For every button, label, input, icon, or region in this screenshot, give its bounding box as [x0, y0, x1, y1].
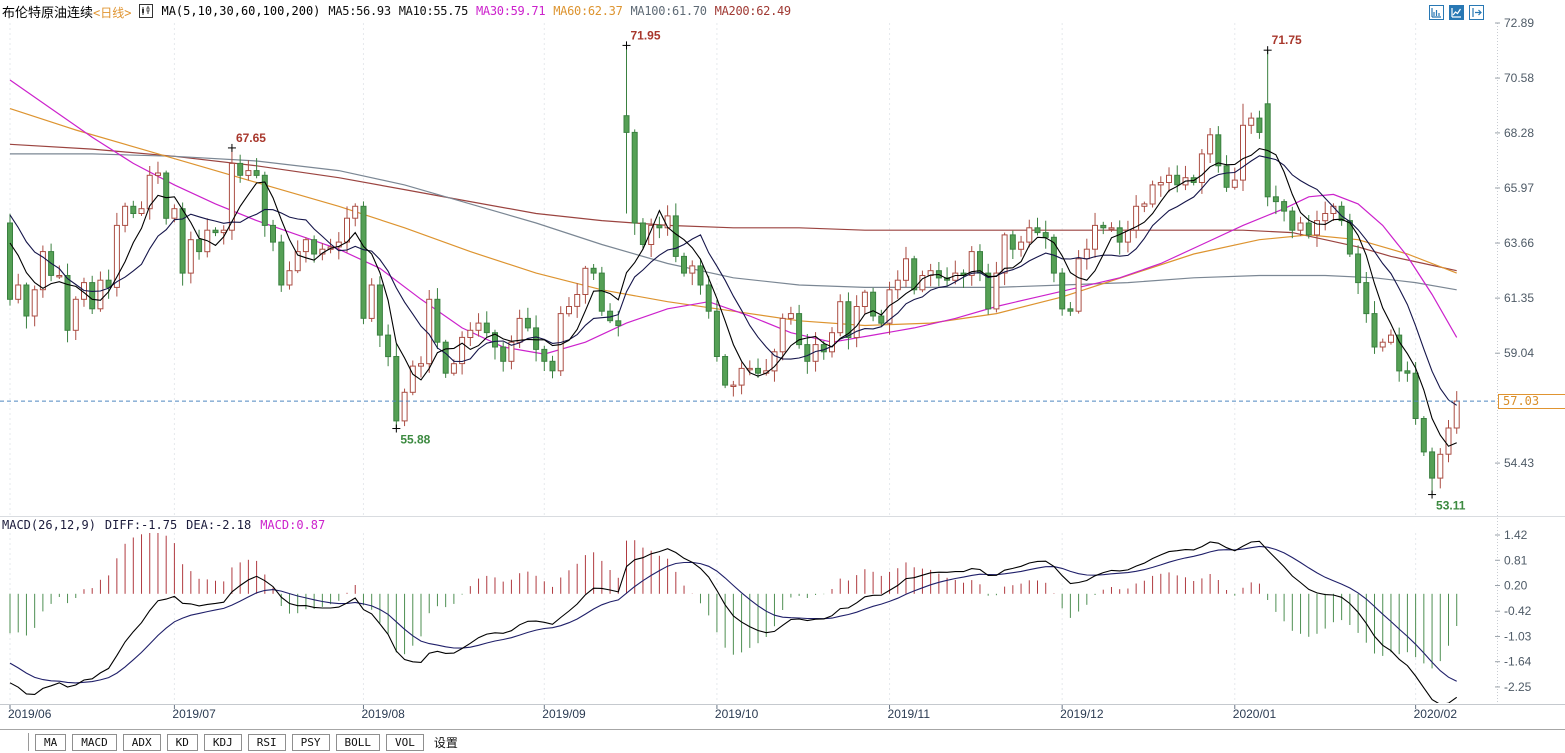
x-axis-label: 2019/12: [1060, 707, 1104, 721]
price-axis-label: 65.97: [1504, 181, 1534, 195]
ma-params-label: MA(5,10,30,60,100,200): [161, 4, 321, 18]
kline-icon: [139, 4, 154, 18]
ma-value-label: MA100:61.70: [630, 4, 707, 18]
price-annotation-label: 53.11: [1436, 499, 1466, 513]
price-pane[interactable]: [7, 45, 1460, 495]
indicator-tab-kdj[interactable]: KDJ: [203, 733, 242, 751]
indicator-tab-kd[interactable]: KD: [166, 733, 198, 751]
x-axis-label: 2019/08: [361, 707, 405, 721]
indicator-tab-rsi[interactable]: RSI: [247, 733, 286, 751]
current-price-tag: 57.03: [1498, 394, 1565, 409]
ma-value-label: MA60:62.37: [553, 4, 623, 18]
macd-axis-label: -2.25: [1504, 680, 1532, 694]
macd-dea-value: DEA:-2.18: [186, 518, 252, 532]
indicator-tab-vol[interactable]: VOL: [386, 733, 424, 751]
price-annotations: 67.65 71.95 55.88 71.75 53.11: [227, 28, 1466, 513]
macd-axis-label: -1.03: [1504, 629, 1532, 643]
price-axis-label: 54.43: [1504, 456, 1534, 470]
chart-toolbar-buttons: [1429, 5, 1484, 20]
price-axis-label: 72.89: [1504, 16, 1534, 30]
ma30-line: [9, 79, 1458, 355]
macd-macd-value: MACD:0.87: [260, 518, 326, 532]
macd-axis-label: 1.42: [1504, 528, 1528, 542]
indicator-tab-bar: MA MACD ADX KD KDJ RSI PSY BOLL VOL 设置: [0, 729, 1565, 753]
dea-line: [9, 545, 1457, 684]
ma5-line: [9, 148, 1457, 447]
axis-zoom-button[interactable]: [1429, 5, 1444, 20]
macd-diff-value: DIFF:-1.75: [104, 518, 178, 532]
price-annotation-label: 71.95: [631, 28, 661, 42]
indicator-tab-adx[interactable]: ADX: [122, 733, 161, 751]
indicator-tab-boll[interactable]: BOLL: [335, 733, 380, 751]
x-axis-label: 2019/09: [542, 707, 586, 721]
macd-axis-label: -0.42: [1504, 604, 1532, 618]
ma-value-label: MA10:55.75: [398, 4, 469, 18]
macd-axis-label: 0.81: [1504, 553, 1528, 567]
tab-bar-handle[interactable]: [0, 733, 29, 751]
ma100-line: [10, 153, 1457, 291]
macd-axis-label: 0.20: [1504, 579, 1528, 593]
price-axis-label: 68.28: [1504, 126, 1534, 140]
price-axis-label: 61.35: [1504, 291, 1534, 305]
x-axis-label: 2020/01: [1232, 707, 1277, 721]
ma-value-label: MA30:59.71: [476, 4, 546, 18]
x-axis-label: 2019/06: [8, 707, 52, 721]
period-label: <日线>: [93, 5, 132, 20]
chart-toolbar: 布伦特原油连续<日线> MA(5,10,30,60,100,200) MA5:5…: [2, 0, 791, 22]
symbol-title: 布伦特原油连续<日线>: [2, 2, 131, 21]
month-gridlines: [9, 23, 1417, 709]
macd-pane[interactable]: [9, 524, 1458, 704]
indicator-tab-ma[interactable]: MA: [35, 733, 67, 751]
indicator-tab-设置[interactable]: 设置: [429, 732, 462, 752]
price-axis-label: 59.04: [1504, 346, 1534, 360]
macd-axis: 1.42 0.81 0.20 -0.42 -1.03 -1.64 -2.25: [1495, 528, 1532, 694]
price-axis: 72.89 70.58 68.28 65.97 63.66 61.35 59.04 54.43: [1495, 16, 1534, 470]
x-axis-label: 2019/10: [714, 707, 759, 721]
macd-histogram: [9, 533, 1458, 669]
ma-values: MA5:56.93 MA10:55.75 MA30:59.71 MA60:62.37 M…: [328, 4, 791, 18]
ma10-line: [9, 155, 1458, 406]
price-annotation-label: 71.75: [1272, 33, 1302, 47]
macd-title: MACD(26,12,9): [2, 518, 96, 532]
price-axis-label: 70.58: [1504, 71, 1534, 85]
symbol-name: 布伦特原油连续: [2, 5, 94, 21]
indicator-tab-macd[interactable]: MACD: [72, 733, 117, 751]
macd-axis-label: -1.64: [1504, 655, 1532, 669]
x-axis: 2019/06 2019/07 2019/08 2019/09 2019/10 2019/…: [0, 707, 1565, 725]
macd-label-row: MACD(26,12,9) DIFF:-1.75 DEA:-2.18 MACD:…: [2, 518, 325, 532]
export-button[interactable]: [1469, 5, 1484, 20]
diff-line: [9, 540, 1458, 703]
x-axis-label: 2019/07: [172, 707, 216, 721]
chart-mode-button[interactable]: [1449, 5, 1464, 20]
ma200-line: [9, 143, 1457, 272]
price-axis-label: 63.66: [1504, 236, 1534, 250]
x-axis-label: 2020/02: [1413, 707, 1457, 721]
ma-value-label: MA5:56.93: [328, 4, 391, 18]
ma60-line: [9, 108, 1457, 327]
price-annotation-label: 55.88: [400, 433, 430, 447]
indicator-tab-psy[interactable]: PSY: [291, 733, 330, 751]
ma-value-label: MA200:62.49: [714, 4, 791, 18]
price-annotation-label: 67.65: [236, 131, 266, 145]
x-axis-label: 2019/11: [887, 707, 931, 721]
candles-layer[interactable]: [7, 45, 1460, 495]
